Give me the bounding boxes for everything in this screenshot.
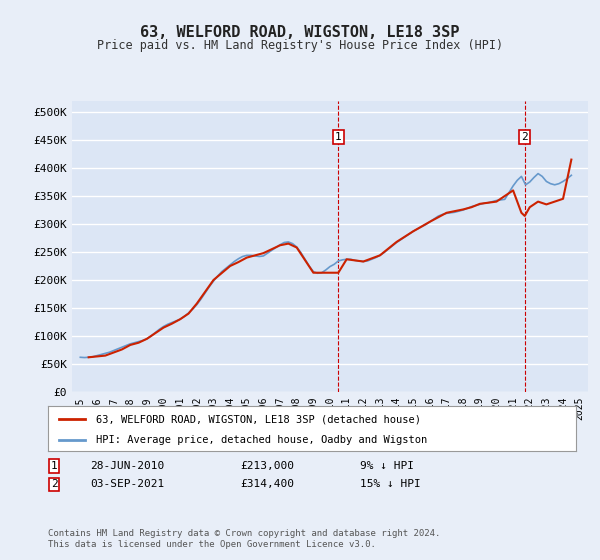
- Text: 03-SEP-2021: 03-SEP-2021: [90, 479, 164, 489]
- Text: 63, WELFORD ROAD, WIGSTON, LE18 3SP: 63, WELFORD ROAD, WIGSTON, LE18 3SP: [140, 25, 460, 40]
- Text: Contains HM Land Registry data © Crown copyright and database right 2024.
This d: Contains HM Land Registry data © Crown c…: [48, 529, 440, 549]
- Text: £213,000: £213,000: [240, 461, 294, 471]
- Text: 1: 1: [335, 132, 341, 142]
- Text: 28-JUN-2010: 28-JUN-2010: [90, 461, 164, 471]
- Text: HPI: Average price, detached house, Oadby and Wigston: HPI: Average price, detached house, Oadb…: [95, 435, 427, 445]
- Text: 1: 1: [50, 461, 58, 471]
- Text: 15% ↓ HPI: 15% ↓ HPI: [360, 479, 421, 489]
- Text: 9% ↓ HPI: 9% ↓ HPI: [360, 461, 414, 471]
- Text: 63, WELFORD ROAD, WIGSTON, LE18 3SP (detached house): 63, WELFORD ROAD, WIGSTON, LE18 3SP (det…: [95, 414, 421, 424]
- Text: 2: 2: [521, 132, 528, 142]
- Text: 2: 2: [50, 479, 58, 489]
- Text: £314,400: £314,400: [240, 479, 294, 489]
- Text: Price paid vs. HM Land Registry's House Price Index (HPI): Price paid vs. HM Land Registry's House …: [97, 39, 503, 52]
